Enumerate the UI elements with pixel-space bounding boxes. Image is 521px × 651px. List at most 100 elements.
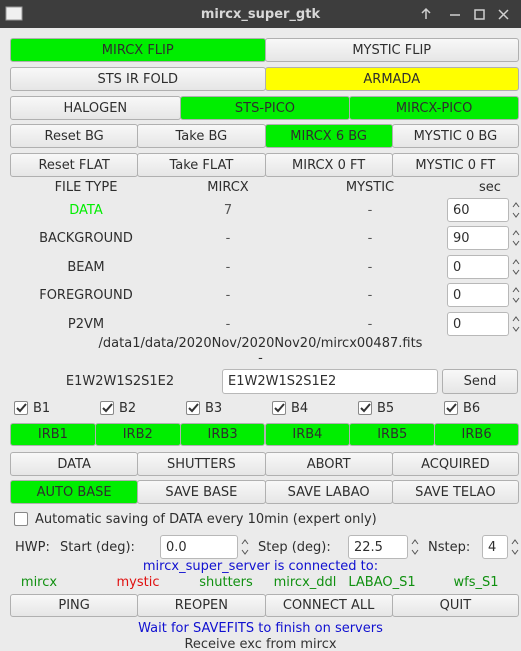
config-label: E1W2W1S2S1E2: [65, 373, 175, 389]
connection-name: wfs_S1: [453, 574, 499, 590]
button[interactable]: MIRCX-PICO: [349, 96, 519, 120]
mystic-count: -: [367, 259, 373, 275]
spin-arrows[interactable]: [511, 283, 521, 307]
spin-arrows[interactable]: [410, 535, 420, 559]
checkbox[interactable]: [14, 401, 28, 415]
server-message: mircx_super_server is connected to:: [142, 558, 379, 574]
close-icon[interactable]: [498, 9, 509, 20]
spin-arrows[interactable]: [511, 226, 521, 250]
button[interactable]: IRB6: [434, 423, 519, 446]
button[interactable]: CONNECT ALL: [264, 594, 393, 617]
maximize-icon[interactable]: [474, 9, 485, 20]
nstep-label: Nstep:: [428, 539, 471, 555]
beam-label: B6: [463, 400, 481, 416]
table-header: sec: [479, 179, 501, 195]
spin-arrow-icon: [411, 539, 419, 555]
mircx-count: -: [225, 259, 231, 275]
button[interactable]: MIRCX 0 FT: [264, 153, 393, 177]
keep-above-icon[interactable]: [421, 7, 431, 19]
spin-arrow-icon: [512, 287, 520, 303]
button[interactable]: IRB3: [179, 423, 266, 446]
status-line: Wait for SAVEFITS to finish on servers: [138, 620, 383, 636]
mircx-count: -: [225, 316, 231, 332]
file-path: /data1/data/2020Nov/2020Nov20/mircx00487…: [98, 335, 423, 351]
file-type-label: DATA: [69, 202, 103, 218]
button[interactable]: Reset FLAT: [10, 153, 139, 177]
beam-label: B1: [33, 400, 51, 416]
button[interactable]: MYSTIC 0 BG: [391, 124, 519, 148]
button[interactable]: HALOGEN: [10, 96, 181, 120]
mystic-count: -: [367, 230, 373, 246]
spin-arrow-icon: [511, 539, 519, 555]
mystic-count: -: [367, 316, 373, 332]
spin-entry[interactable]: 0.0: [160, 535, 238, 559]
spin-arrows[interactable]: [240, 535, 250, 559]
title-bar: mircx_super_gtk: [0, 0, 521, 28]
beam-label: B2: [119, 400, 137, 416]
checkbox[interactable]: [14, 512, 28, 526]
spin-arrows[interactable]: [511, 198, 521, 222]
button[interactable]: AUTO BASE: [10, 480, 139, 504]
checkbox[interactable]: [186, 401, 200, 415]
spin-entry[interactable]: 0: [447, 283, 509, 307]
spin-arrows[interactable]: [511, 255, 521, 279]
button[interactable]: STS-PICO: [179, 96, 351, 120]
config-entry[interactable]: E1W2W1S2S1E2: [222, 369, 438, 394]
button[interactable]: Reset BG: [10, 124, 139, 148]
checkbox[interactable]: [444, 401, 458, 415]
mircx-count: -: [225, 287, 231, 303]
app-icon: [5, 6, 23, 21]
button[interactable]: SAVE LABAO: [264, 480, 393, 504]
mystic-count: -: [367, 202, 373, 218]
button[interactable]: IRB1: [10, 423, 96, 446]
spin-entry[interactable]: 90: [447, 226, 509, 250]
button[interactable]: STS IR FOLD: [10, 67, 266, 91]
button[interactable]: PING: [10, 594, 139, 617]
button[interactable]: REOPEN: [137, 594, 266, 617]
table-header: MYSTIC: [345, 179, 395, 195]
button[interactable]: MIRCX 6 BG: [264, 124, 393, 148]
spin-arrow-icon: [512, 316, 520, 332]
spin-entry[interactable]: 4: [482, 535, 508, 559]
window-title: mircx_super_gtk: [200, 6, 321, 22]
button[interactable]: SAVE BASE: [137, 480, 266, 504]
button[interactable]: Take FLAT: [137, 153, 266, 177]
button[interactable]: IRB4: [264, 423, 351, 446]
checkbox[interactable]: [272, 401, 286, 415]
check-mark: [360, 403, 371, 413]
button[interactable]: IRB5: [349, 423, 436, 446]
beam-label: B3: [205, 400, 223, 416]
spin-arrows[interactable]: [510, 535, 520, 559]
spin-entry[interactable]: 60: [447, 198, 509, 222]
checkbox[interactable]: [358, 401, 372, 415]
button[interactable]: ARMADA: [264, 67, 519, 91]
checkbox[interactable]: [100, 401, 114, 415]
connection-name: LABAO_S1: [348, 574, 416, 590]
button[interactable]: IRB2: [94, 423, 181, 446]
button[interactable]: MIRCX FLIP: [10, 38, 266, 62]
file-path-sub: -: [258, 350, 263, 366]
file-type-label: P2VM: [67, 316, 105, 332]
button[interactable]: SHUTTERS: [137, 452, 266, 476]
spin-entry[interactable]: 0: [447, 255, 509, 279]
check-mark: [274, 403, 285, 413]
mystic-count: -: [367, 287, 373, 303]
start-label: Start (deg):: [60, 539, 135, 555]
button[interactable]: ABORT: [264, 452, 393, 476]
button[interactable]: MYSTIC FLIP: [264, 38, 519, 62]
button[interactable]: QUIT: [391, 594, 519, 617]
button[interactable]: ACQUIRED: [391, 452, 519, 476]
button[interactable]: SAVE TELAO: [391, 480, 519, 504]
button[interactable]: Take BG: [137, 124, 266, 148]
spin-entry[interactable]: 0: [447, 312, 509, 336]
file-type-label: BACKGROUND: [39, 230, 133, 246]
button[interactable]: DATA: [10, 452, 139, 476]
check-mark: [446, 403, 457, 413]
spin-entry[interactable]: 22.5: [348, 535, 408, 559]
spin-arrows[interactable]: [511, 312, 521, 336]
button[interactable]: MYSTIC 0 FT: [391, 153, 519, 177]
send-button[interactable]: Send: [442, 369, 518, 394]
step-label: Step (deg):: [258, 539, 331, 555]
